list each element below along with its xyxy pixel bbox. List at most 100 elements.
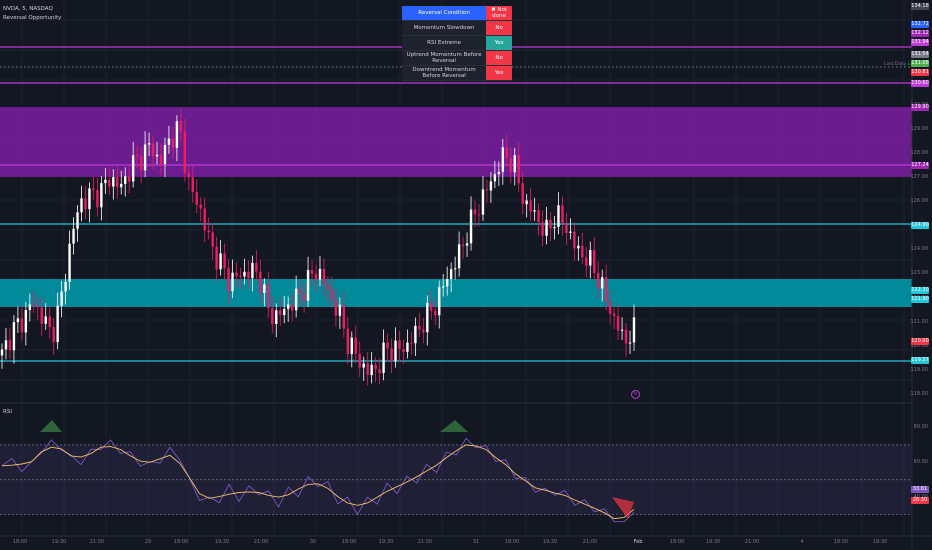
candle-body [131,155,135,182]
candle-body [4,340,8,350]
rsi-pane [0,420,912,523]
candle-body [537,210,540,223]
time-tick: 19:30 [705,539,721,545]
candle-body [418,325,421,330]
table-row: Momentum Slowdown No [402,20,512,36]
candle-body [60,291,63,306]
candle-body [386,342,389,349]
candle-body [76,212,79,229]
candle-body [501,147,505,172]
rsi-overbought-fill [440,420,468,432]
candle-body [382,342,385,373]
candle-body [32,304,35,306]
candle-body [243,271,246,277]
candle-body [139,155,143,171]
candle-body [195,192,198,205]
refresh-icon[interactable]: ↻ [631,390,640,399]
table-row: Reversal Condition ✖ Not done [402,6,512,21]
candle-body [585,257,588,266]
candle-body [68,243,71,282]
rsi-oversold-fill [612,497,634,519]
candle-body [581,245,584,258]
candle-body [616,315,620,331]
candle-body [92,188,95,190]
rsi-tag: 28.30 [911,497,929,504]
candle-body [283,308,286,316]
candle-body [612,313,616,316]
candle-body [620,329,624,331]
candle-body [422,329,425,333]
candle-body [72,228,75,244]
time-tick: 21:00 [253,539,269,545]
price-tag: 131.08 [911,60,929,67]
rsi-line [1,437,635,523]
rsi-ma-line [1,444,635,520]
candle-body [259,271,262,294]
time-tick: 21:00 [89,539,105,545]
candle-body [116,177,119,188]
candle-body [84,198,87,210]
row-label: Reversal Condition [402,6,487,21]
candle-body [601,277,604,289]
price-tick: 128.00 [910,149,929,156]
candle-body [398,340,401,349]
row-label: Uptrend Momentum Before Reversal [402,50,487,66]
candlestick-series [0,109,636,386]
candle-body [529,200,532,212]
candle-body [342,304,346,329]
candle-body [545,219,548,236]
price-tag: 132.12 [911,30,929,37]
candle-body [318,268,322,280]
candle-body [151,143,155,157]
cyan-zone [0,279,912,307]
price-tag: 121.90 [911,296,929,303]
candle-body [298,288,302,294]
candle-body [624,329,628,344]
candle-body [135,155,139,157]
candle-body [306,269,310,301]
row-value: No [486,20,512,36]
candle-body [227,268,230,292]
time-tick: 29 [144,539,152,545]
table-row: Uptrend Momentum Before Reversal No [402,50,512,66]
candle-body [330,289,334,300]
price-levels [0,46,912,362]
rsi-tick: 80.00 [913,424,928,431]
candle-body [628,342,632,344]
candle-body [207,230,210,233]
candle-body [219,253,222,270]
candle-body [597,272,600,289]
candle-body [171,138,175,148]
candle-body [20,318,24,333]
candle-body [370,364,373,376]
candle-body [302,293,306,301]
candle-body [489,181,493,191]
candle-body [604,277,608,302]
candle-body [445,278,449,287]
time-tick: 19:30 [872,539,888,545]
price-tag: 131.94 [911,39,929,46]
candle-body [215,246,218,270]
candle-body [16,318,20,323]
candle-body [191,177,194,193]
candle-body [36,305,39,308]
candle-body [175,121,179,148]
candle-body [8,340,12,351]
candle-body [593,250,596,273]
indicator-title[interactable]: Reversal Opportunity [3,15,62,21]
candle-body [334,299,338,316]
symbol-title[interactable]: NVDA, 5, NASDAQ [3,6,53,12]
candle-body [374,364,377,370]
rsi-title[interactable]: RSI [3,409,12,415]
candle-body [525,200,528,205]
candle-body [52,327,55,343]
candle-body [231,272,234,292]
candle-body [322,268,326,285]
candle-body [354,337,357,354]
candle-body [410,342,413,344]
candle-body [430,302,433,311]
rsi-tick: 60.00 [913,459,928,466]
price-tick: 119.00 [910,366,929,373]
time-tick: 18:00 [833,539,849,545]
